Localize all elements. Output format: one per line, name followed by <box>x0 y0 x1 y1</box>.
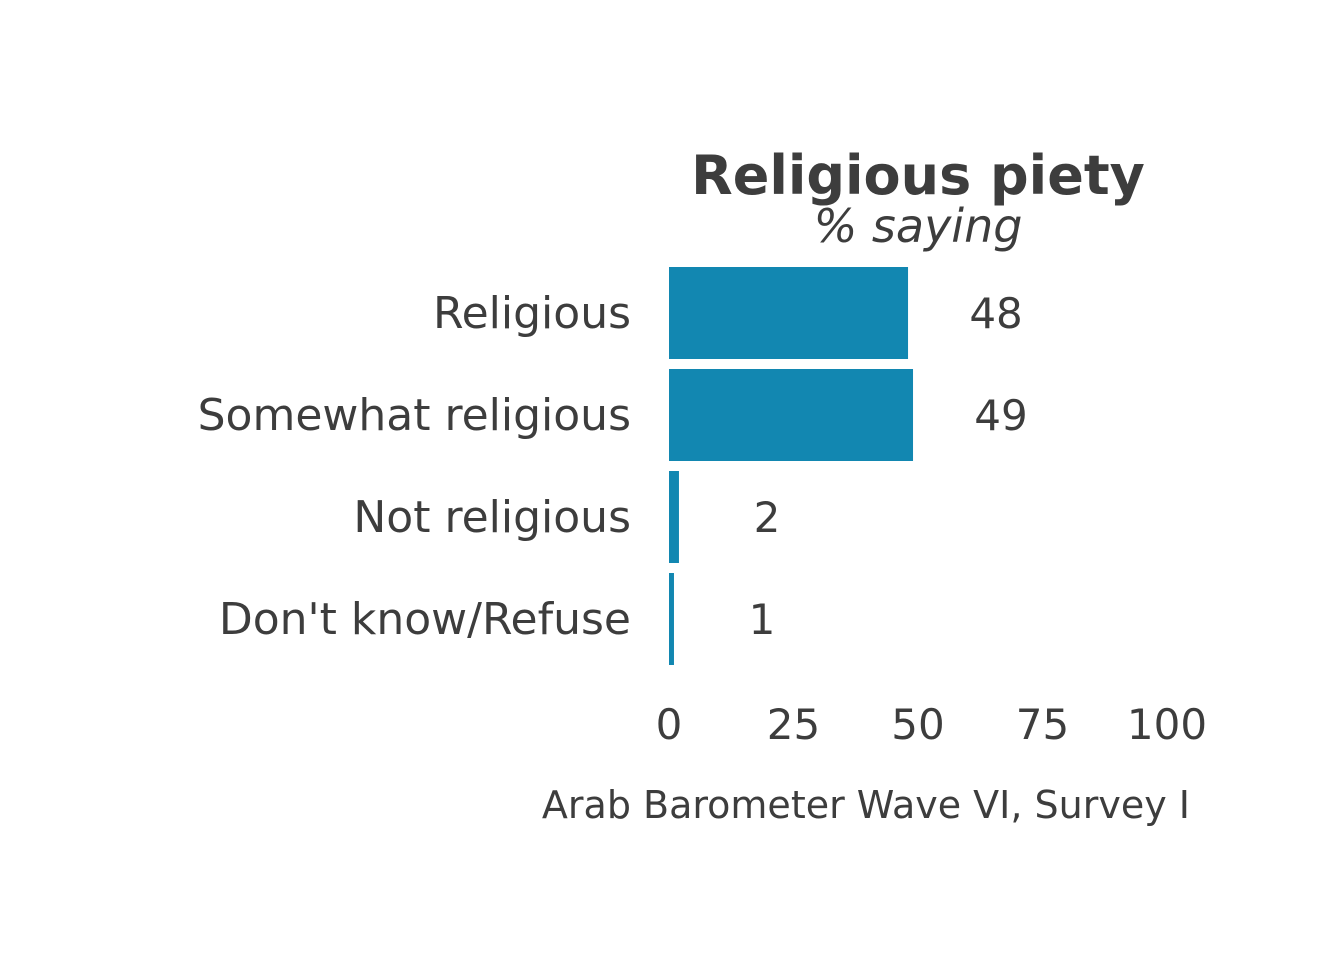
x-tick-label: 75 <box>1016 700 1069 749</box>
chart-subtitle: % saying <box>814 199 1023 253</box>
value-labels-group: 48 49 2 1 <box>749 289 1028 644</box>
bar-somewhat-religious <box>669 369 914 461</box>
category-labels-group: Religious Somewhat religious Not religious… <box>198 288 631 645</box>
value-label-somewhat-religious: 49 <box>974 391 1027 440</box>
value-label-religious: 48 <box>969 289 1022 338</box>
value-label-don-t-know-refuse: 1 <box>749 595 776 644</box>
x-axis-tick-labels: 0 25 50 75 100 <box>656 700 1207 749</box>
chart-title: Religious piety <box>691 144 1145 207</box>
category-label-not-religious: Not religious <box>353 492 631 543</box>
bar-not-religious <box>669 471 679 563</box>
chart-caption: Arab Barometer Wave VI, Survey I <box>542 783 1190 827</box>
bar-religious <box>669 267 909 359</box>
x-tick-label: 0 <box>656 700 683 749</box>
bar-don-t-know-refuse <box>669 573 674 665</box>
x-tick-label: 100 <box>1127 700 1207 749</box>
x-tick-label: 25 <box>767 700 820 749</box>
category-label-don-t-know-refuse: Don't know/Refuse <box>219 594 631 645</box>
bars-group <box>669 267 914 665</box>
x-tick-label: 50 <box>891 700 944 749</box>
value-label-not-religious: 2 <box>754 493 781 542</box>
category-label-religious: Religious <box>433 288 631 339</box>
category-label-somewhat-religious: Somewhat religious <box>198 390 631 441</box>
